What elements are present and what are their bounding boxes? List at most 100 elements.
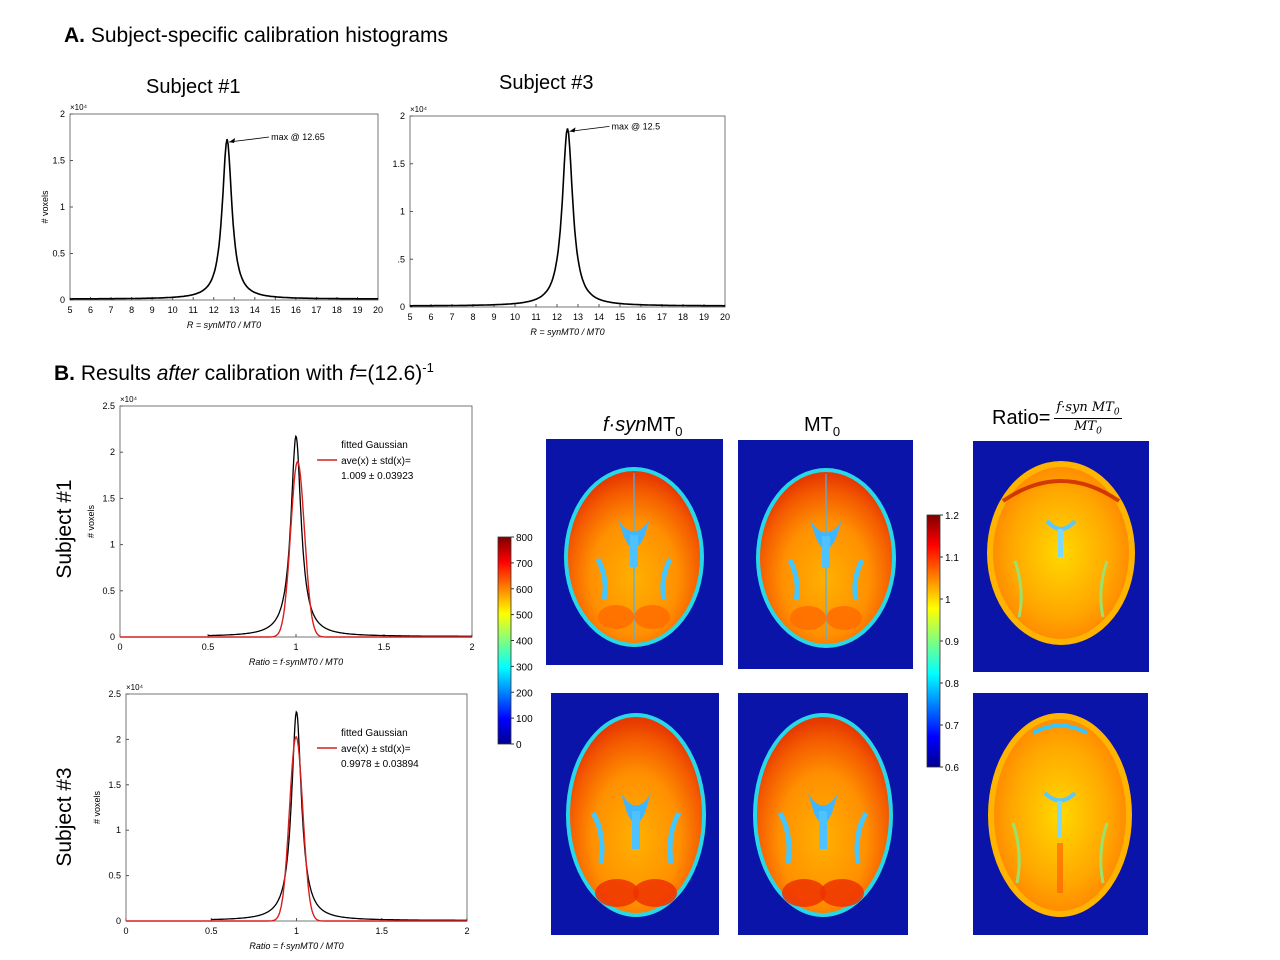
colorbar-ratio-tick-label: 0.9 [945,637,959,648]
histogram-curve [211,710,467,921]
y-tick-label: 1.5 [102,493,115,503]
y-exponent: ×10⁴ [410,105,428,114]
subject-3-row-label: Subject #3 [53,767,76,867]
y-tick-label: 2 [110,447,115,457]
x-tick-label: 1.5 [378,642,391,652]
x-axis-label: R = synMT0 / MT0 [530,327,604,337]
x-tick-label: 11 [189,305,198,315]
ratio-histogram-subject-1: 0 0.5 1 1.5 2 0 0.5 1 1.5 2 2.5 ×10⁴ # voxels Ratio =… [86,395,475,667]
map-mt0-subject-1 [738,440,913,669]
legend-line-3: 1.009 ± 0.03923 [341,471,414,482]
annotation-arrow [569,125,610,132]
x-tick-label: 9 [150,305,155,315]
y-tick-label: 0 [60,295,65,305]
x-tick-label: 0 [123,926,128,936]
annotation-label: max @ 12.65 [271,132,325,142]
y-tick-label: 1 [110,540,115,550]
y-tick-label: 1 [400,207,405,217]
x-axis-label: R = synMT0 / MT0 [187,320,261,330]
x-tick-label: 18 [678,312,688,322]
column-header-ratio: Ratio= f·syn MT0 MT0 [992,400,1122,437]
y-tick-label: 2 [400,111,405,121]
x-tick-label: 6 [428,312,433,322]
x-tick-label: 18 [332,305,342,315]
map-mt0-subject-3 [738,693,908,935]
x-tick-label: 19 [699,312,709,322]
y-exponent: ×10⁴ [70,103,88,112]
histogram-curve [207,434,472,637]
x-tick-label: 8 [129,305,134,315]
column-header-mt0: MT0 [804,414,841,439]
y-tick-label: 2 [60,109,65,119]
x-tick-label: 14 [594,312,604,322]
y-tick-label: 2.5 [102,401,115,411]
x-tick-label: 17 [657,312,667,322]
x-tick-label: 0 [117,642,122,652]
map-fsynmt0-subject-3 [551,693,719,935]
plot-area [69,113,379,301]
legend-title: fitted Gaussian [341,728,408,739]
colorbar-mt0-tick-label: 100 [516,714,533,725]
x-tick-label: 11 [531,312,540,322]
y-exponent: ×10⁴ [126,683,144,692]
calibration-histogram-subject-3: 5 6 7 8 9 10 11 12 13 14 15 16 17 18 19 20 0 .5 1 1.5 2 ×10⁴ R… [392,105,730,337]
x-tick-label: 0.5 [202,642,215,652]
x-tick-label: 1 [294,926,299,936]
x-axis-label: Ratio = f·synMT0 / MT0 [249,657,343,667]
colorbar-mt0-tick-label: 600 [516,585,533,596]
y-tick-label: 0 [110,632,115,642]
x-tick-label: 19 [352,305,362,315]
colorbar-ratio-tick-label: 0.6 [945,763,959,773]
subject-1-row-label: Subject #1 [53,479,76,579]
x-tick-label: 15 [615,312,625,322]
colorbar-ratio-tick-label: 0.8 [945,679,959,690]
x-tick-label: 1.5 [375,926,388,936]
legend-line-2: ave(x) ± std(x)= [341,456,411,467]
x-tick-label: 20 [373,305,383,315]
section-b-title: B. Results after calibration with f=(12.… [54,360,434,385]
x-tick-label: 16 [291,305,301,315]
x-tick-label: 9 [491,312,496,322]
y-tick-label: 0.5 [102,586,115,596]
x-tick-label: 10 [168,305,178,315]
x-tick-label: 8 [470,312,475,322]
x-tick-label: 13 [573,312,583,322]
map-ratio-subject-1 [973,441,1149,672]
colorbar-ratio: 1.2 1.1 1 0.9 0.8 0.7 0.6 [926,511,959,773]
annotation-label: max @ 12.5 [612,121,661,131]
colorbar-mt0-tick-label: 400 [516,637,533,648]
colorbar-mt0-tick-label: 700 [516,559,533,570]
x-tick-label: 7 [109,305,114,315]
colorbar-ratio-tick-label: 1.2 [945,511,959,522]
x-tick-label: 12 [209,305,219,315]
subject-3-title: Subject #3 [499,72,594,94]
plot-area [409,115,726,308]
y-tick-label: 1 [116,825,121,835]
x-tick-label: 0.5 [205,926,218,936]
y-axis-label: # voxels [86,504,96,538]
y-tick-label: 0 [400,302,405,312]
x-tick-label: 13 [229,305,239,315]
gaussian-fit-curve [126,736,467,922]
y-tick-label: 2.5 [108,689,121,699]
x-tick-label: 5 [67,305,72,315]
x-tick-label: 7 [449,312,454,322]
x-tick-label: 2 [464,926,469,936]
map-fsynmt0-subject-1 [546,439,723,665]
y-tick-label: 1 [60,202,65,212]
colorbar-mt0-tick-label: 200 [516,688,533,699]
y-tick-label: 2 [116,734,121,744]
calibration-histogram-subject-1: 5 6 7 8 9 10 11 12 13 14 15 16 17 18 19 20 0 0.5 1 1.5 2 ×10⁴… [40,103,383,330]
histogram-curve [70,138,378,300]
y-axis-label: # voxels [40,190,50,224]
colorbar-mt0-tick-label: 800 [516,533,533,544]
x-tick-label: 16 [636,312,646,322]
legend-line-2: ave(x) ± std(x)= [341,744,411,755]
x-tick-label: 12 [552,312,562,322]
map-ratio-subject-3 [973,693,1148,935]
colorbar-mt0: 800 700 600 500 400 300 200 100 0 [497,533,533,751]
annotation-arrow [229,136,270,143]
x-tick-label: 2 [469,642,474,652]
y-tick-label: .5 [397,254,405,264]
legend-line-3: 0.9978 ± 0.03894 [341,759,419,770]
